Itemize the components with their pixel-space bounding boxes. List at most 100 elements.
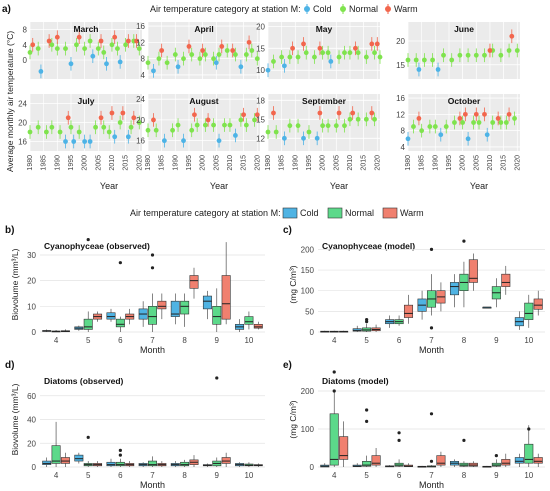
data-point-normal (233, 52, 238, 57)
y-tick-label: 24 (18, 100, 27, 109)
x-tick-label: 1985 (419, 155, 426, 171)
panel-tag: d) (5, 360, 14, 371)
y-tick-label: 4 (141, 71, 146, 80)
data-point-cold (213, 60, 219, 66)
x-tick-label: 2010 (487, 155, 494, 171)
scatter-panel-may: 10 15 20 May (256, 22, 383, 79)
data-point-warm (230, 48, 236, 53)
y-tick-label: 0 (23, 56, 28, 65)
panel-title: March (73, 24, 98, 34)
data-point-cold (87, 139, 93, 144)
data-point-cold (68, 61, 74, 67)
data-point-warm (509, 33, 515, 39)
panel-tag: e) (283, 360, 292, 371)
data-point-normal (43, 129, 49, 135)
data-point-normal (123, 42, 129, 48)
x-tick-label: 1985 (159, 155, 166, 171)
bottom-legend-label-warm: Warm (400, 208, 424, 218)
data-point-normal (27, 50, 33, 55)
y-tick-label: 8 (141, 55, 146, 64)
data-point-normal (377, 54, 383, 60)
data-point-warm (159, 48, 165, 53)
data-point-normal (216, 52, 222, 57)
y-tick-label: 20 (27, 277, 36, 286)
x-tick-label: 2000 (82, 155, 89, 171)
x-tick-label: 2015 (123, 155, 130, 171)
y-tick-label: 0 (32, 328, 37, 337)
data-point-normal (363, 54, 369, 60)
data-point-cold (405, 136, 411, 142)
outlier-point (118, 453, 122, 457)
y-tick-label: 15 (396, 61, 405, 70)
box-panel-d: d) Diatoms (observed) Biovolume (mm³/L) Mon… (5, 360, 265, 490)
data-point-normal (145, 127, 151, 133)
y-tick-label: 30 (27, 251, 36, 260)
bottom-legend-label-cold: Cold (300, 208, 319, 218)
data-point-normal (172, 52, 178, 57)
box-cold (170, 300, 180, 317)
box-warm (533, 298, 543, 310)
y-tick-label: 12 (396, 110, 405, 119)
box-warm (501, 273, 511, 287)
box-cold (74, 454, 84, 462)
outlier-point (118, 261, 122, 265)
x-tick-label: 1990 (172, 155, 179, 171)
panel-background (148, 94, 260, 151)
y-tick-label: 20 (256, 22, 265, 31)
data-point-cold (112, 134, 118, 140)
data-point-cold (175, 64, 181, 70)
panel-title: April (194, 24, 213, 34)
box-panel-e: e) Diatoms (model) (mg C/m³) Month 0 100 200 4 5… (283, 360, 545, 490)
y-tick-label: 0 (32, 463, 37, 472)
box-warm (157, 300, 167, 310)
data-point-cold (38, 69, 44, 74)
outlier-point (429, 459, 434, 463)
x-tick-label: 2005 (213, 155, 220, 171)
y-axis-label: (mg C/m³) (288, 400, 298, 438)
y-tick-label: 100 (301, 287, 315, 296)
data-point-warm (98, 115, 104, 121)
scatter-panel-april: 4 8 12 16 April (136, 22, 260, 80)
data-point-normal (363, 116, 369, 122)
x-tick-label: 9 (215, 471, 220, 480)
outlier-point (429, 326, 434, 330)
x-tick-label: 6 (397, 336, 402, 345)
data-point-warm (336, 110, 342, 116)
data-point-cold (281, 135, 287, 141)
y-tick-label: 10 (27, 302, 36, 311)
data-point-normal (93, 124, 98, 130)
data-point-warm (65, 115, 71, 121)
data-point-normal (473, 52, 479, 58)
y-tick-label: 0 (310, 328, 315, 337)
data-point-warm (301, 41, 306, 47)
x-tick-label: 2020 (374, 155, 381, 171)
outlier-point (397, 431, 401, 435)
data-point-normal (227, 122, 233, 128)
box-normal (51, 445, 61, 464)
panel-title: May (316, 24, 333, 34)
x-tick-label: 2020 (514, 155, 521, 171)
data-point-warm (120, 110, 126, 116)
box-cold (202, 295, 212, 310)
y-tick-label: 4 (23, 41, 28, 50)
data-point-normal (413, 57, 419, 63)
data-point-warm (317, 45, 323, 51)
data-point-normal (490, 120, 496, 125)
box-warm (501, 459, 511, 466)
data-point-normal (498, 120, 504, 125)
scatter-panel-august: 1980 1985 1990 1995 2000 2005 2010 2015 2020 16 20… (136, 94, 261, 171)
y-tick-label: 4 (401, 143, 406, 152)
x-tick-label: 2015 (361, 155, 368, 171)
data-point-normal (355, 50, 361, 56)
data-point-warm (457, 116, 463, 121)
data-point-warm (416, 116, 422, 121)
data-point-normal (57, 129, 63, 135)
data-point-cold (281, 63, 287, 69)
y-tick-label: 10 (256, 66, 265, 75)
data-point-normal (243, 122, 249, 128)
x-tick-label: 6 (118, 471, 123, 480)
data-point-cold (82, 139, 88, 144)
data-point-normal (336, 54, 342, 60)
data-point-normal (95, 46, 101, 51)
